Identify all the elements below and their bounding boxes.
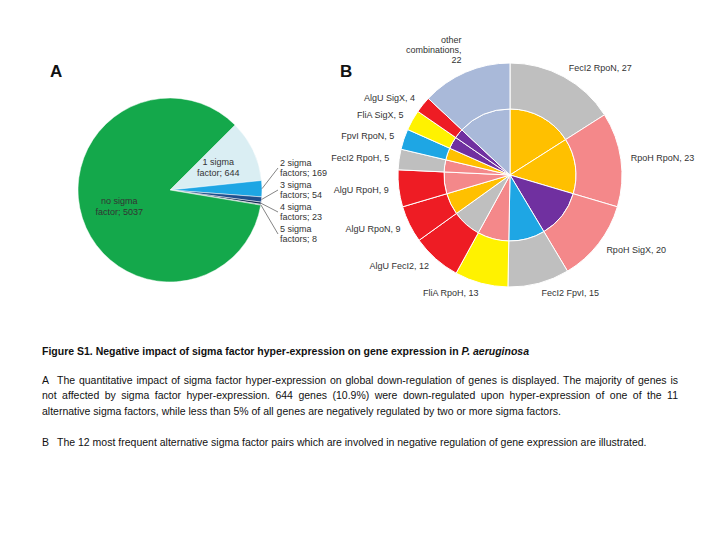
svg-text:FecI2 FpvI, 15: FecI2 FpvI, 15 [541, 288, 599, 298]
html-text:The 12 most frequent alternati: The 12 most frequent alternative sigma f… [57, 435, 647, 448]
svg-text:AlgU SigX, 4: AlgU SigX, 4 [364, 93, 415, 103]
svg-text:RpoH RpoN, 23: RpoH RpoN, 23 [631, 153, 695, 163]
svg-text:4 sigmafactors; 23: 4 sigmafactors; 23 [280, 202, 322, 222]
html-text:B: B [340, 62, 353, 81]
svg-text:AlgU RpoN, 9: AlgU RpoN, 9 [345, 224, 400, 234]
svg-text:FliA SigX, 5: FliA SigX, 5 [357, 110, 404, 120]
svg-text:FecI2 RpoH, 5: FecI2 RpoH, 5 [331, 153, 389, 163]
html-text:A: A [50, 62, 63, 81]
svg-text:5 sigmafactors; 8: 5 sigmafactors; 8 [280, 224, 317, 244]
svg-text:no sigmafactor; 5037: no sigmafactor; 5037 [95, 196, 143, 217]
svg-text:1 sigmafactor; 644: 1 sigmafactor; 644 [197, 157, 240, 178]
html-text:B: B [42, 435, 49, 448]
svg-text:FecI2 RpoN, 27: FecI2 RpoN, 27 [569, 63, 632, 73]
svg-text:3 sigmafactors; 54: 3 sigmafactors; 54 [280, 180, 322, 200]
html-text:A: A [42, 374, 49, 387]
html-text:The quantitative impact of sig: The quantitative impact of sigma factor … [42, 374, 678, 417]
svg-text:AlgU FecI2, 12: AlgU FecI2, 12 [370, 261, 430, 271]
svg-text:2 sigmafactors; 169: 2 sigmafactors; 169 [280, 158, 327, 178]
svg-text:RpoH SigX, 20: RpoH SigX, 20 [606, 245, 666, 255]
svg-text:FpvI RpoN, 5: FpvI RpoN, 5 [341, 131, 394, 141]
svg-text:othercombinations,22: othercombinations,22 [406, 35, 462, 65]
svg-text:FliA RpoH, 13: FliA RpoH, 13 [423, 288, 479, 298]
svg-text:AlgU RpoH, 9: AlgU RpoH, 9 [334, 185, 389, 195]
html-text:Figure S1. Negative impact of: Figure S1. Negative impact of sigma fact… [42, 345, 530, 357]
